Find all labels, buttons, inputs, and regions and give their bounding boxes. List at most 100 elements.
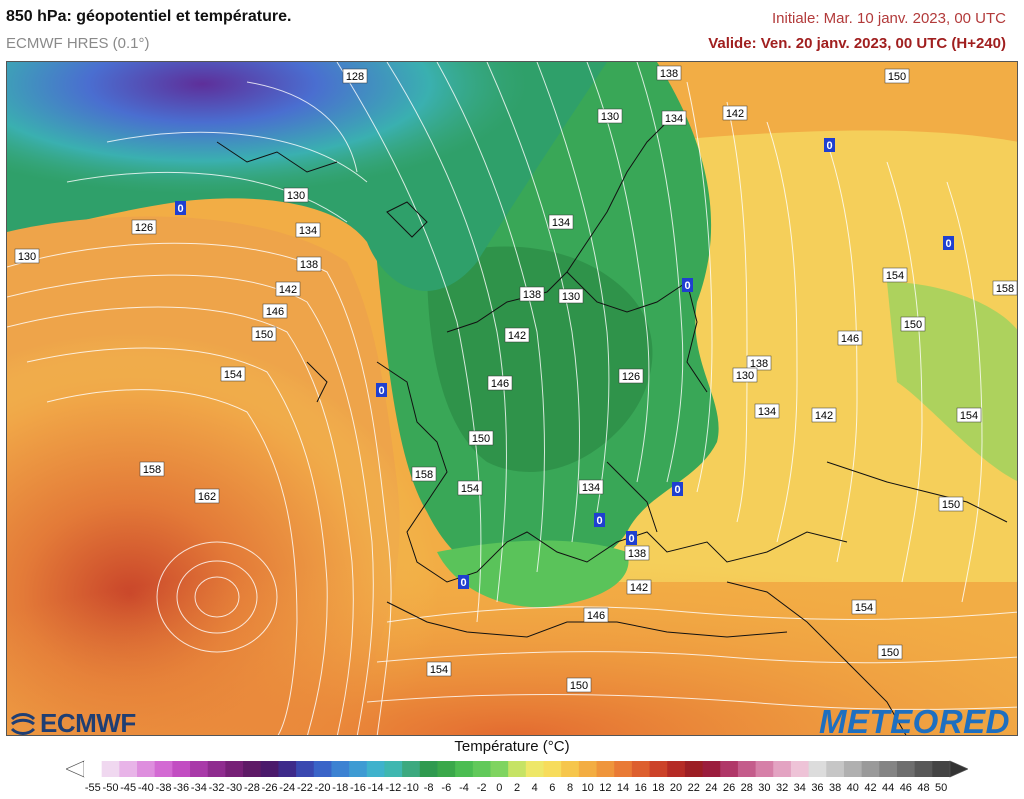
svg-text:138: 138 xyxy=(523,289,541,301)
colorbar-swatch xyxy=(366,761,385,777)
colorbar-tick-label: -34 xyxy=(190,782,207,794)
contour-label: 150 xyxy=(877,644,903,660)
colorbar-tick-label: -6 xyxy=(441,782,452,794)
colorbar-tick-label: -18 xyxy=(332,782,349,794)
freezing-marker: 0 xyxy=(824,138,835,152)
colorbar-swatch xyxy=(702,761,721,777)
svg-text:154: 154 xyxy=(461,483,479,495)
svg-text:154: 154 xyxy=(855,602,873,614)
colorbar-swatch xyxy=(154,761,173,777)
contour-label: 154 xyxy=(882,267,908,283)
colorbar-tick-label: -16 xyxy=(349,782,366,794)
colorbar-swatch xyxy=(472,761,491,777)
temperature-colorbar xyxy=(66,760,968,778)
svg-text:0: 0 xyxy=(628,533,634,545)
colorbar-swatch xyxy=(172,761,191,777)
svg-text:142: 142 xyxy=(279,284,297,296)
colorbar-swatch xyxy=(808,761,827,777)
svg-text:0: 0 xyxy=(596,515,602,527)
ecmwf-logo-icon xyxy=(10,712,36,735)
contour-label: 130 xyxy=(597,108,623,124)
colorbar-swatch xyxy=(296,761,315,777)
colorbar-labels: -55 -50 -45 -40 -38 -36 -34 -32 -30 -28 -26 -24 -22-… xyxy=(66,782,968,798)
contour-labels: 126 130 130 134 138 142 146 150 154 158 … xyxy=(14,65,1017,693)
freezing-marker: 0 xyxy=(672,482,683,496)
colorbar-swatch xyxy=(331,761,350,777)
colorbar-swatch xyxy=(313,761,332,777)
colorbar-swatch xyxy=(896,761,916,777)
colorbar-swatch xyxy=(543,761,562,777)
svg-text:142: 142 xyxy=(508,330,526,342)
svg-text:130: 130 xyxy=(18,251,36,263)
contour-label: 150 xyxy=(468,430,494,446)
colorbar-swatch xyxy=(826,761,845,777)
contour-label: 134 xyxy=(548,214,574,230)
svg-text:0: 0 xyxy=(674,484,680,496)
contour-label: 150 xyxy=(251,326,277,342)
colorbar-tick-label: -38 xyxy=(155,782,172,794)
colorbar-swatch xyxy=(84,761,103,777)
contour-label: 138 xyxy=(656,65,682,81)
colorbar-swatch xyxy=(225,761,244,777)
contour-label: 150 xyxy=(938,496,964,512)
colorbar-tick-label: 12 xyxy=(599,782,612,794)
contour-label: 154 xyxy=(426,661,452,677)
contour-label: 158 xyxy=(139,461,165,477)
colorbar-tick-label: 20 xyxy=(669,782,683,794)
svg-text:150: 150 xyxy=(570,680,588,692)
contour-label: 138 xyxy=(746,355,772,371)
svg-text:158: 158 xyxy=(996,283,1014,295)
colorbar-swatch xyxy=(101,761,120,777)
svg-text:142: 142 xyxy=(726,108,744,120)
svg-text:138: 138 xyxy=(300,259,318,271)
colorbar-tick-label: -28 xyxy=(243,782,260,794)
svg-text:134: 134 xyxy=(665,113,683,125)
contour-label: 158 xyxy=(411,466,437,482)
svg-text:130: 130 xyxy=(601,111,619,123)
colorbar-swatch xyxy=(684,761,704,777)
svg-text:134: 134 xyxy=(552,217,570,229)
svg-text:0: 0 xyxy=(177,203,183,215)
colorbar-swatch xyxy=(243,761,262,777)
colorbar-swatch xyxy=(119,761,138,777)
colorbar-swatch xyxy=(508,761,527,777)
colorbar-title: Température (°C) xyxy=(454,738,570,755)
svg-text:130: 130 xyxy=(287,190,305,202)
colorbar-swatch xyxy=(596,761,615,777)
colorbar-swatch xyxy=(490,761,509,777)
freezing-marker: 0 xyxy=(594,513,605,527)
svg-text:126: 126 xyxy=(135,222,153,234)
colorbar-tick-label: -20 xyxy=(314,782,331,794)
colorbar-swatch xyxy=(914,761,933,777)
weather-map[interactable]: 126 130 130 134 138 142 146 150 154 158 … xyxy=(6,61,1018,736)
colorbar-tick-label: -22 xyxy=(296,782,313,794)
svg-text:128: 128 xyxy=(346,71,364,83)
colorbar-swatch xyxy=(207,761,226,777)
svg-text:146: 146 xyxy=(491,378,509,390)
contour-label: 150 xyxy=(900,316,926,332)
colorbar-tick-label: -40 xyxy=(137,782,154,794)
init-time: Initiale: Mar. 10 janv. 2023, 00 UTC xyxy=(771,10,1006,27)
colorbar-tick-label: 22 xyxy=(687,782,700,794)
colorbar-tick-label: -45 xyxy=(120,782,137,794)
ecmwf-logo-text: ECMWF xyxy=(40,708,136,738)
svg-text:134: 134 xyxy=(299,225,317,237)
colorbar-swatch xyxy=(790,761,810,777)
svg-text:142: 142 xyxy=(630,582,648,594)
svg-text:0: 0 xyxy=(945,238,951,250)
colorbar-tick-label: 2 xyxy=(513,782,521,794)
contour-label: 130 xyxy=(558,288,584,304)
svg-text:138: 138 xyxy=(750,358,768,370)
colorbar-swatch xyxy=(419,761,438,777)
colorbar-tick-label: 16 xyxy=(634,782,647,794)
colorbar-tick-label: 42 xyxy=(864,782,877,794)
colorbar-tick-label: -36 xyxy=(173,782,190,794)
contour-label: 146 xyxy=(583,607,609,623)
colorbar-tick-label: 48 xyxy=(917,782,930,794)
colorbar-tick-label: 46 xyxy=(899,782,912,794)
colorbar-tick-label: -4 xyxy=(459,782,469,794)
colorbar-tick-label: -8 xyxy=(423,782,434,794)
svg-text:154: 154 xyxy=(224,369,242,381)
svg-text:158: 158 xyxy=(143,464,161,476)
contour-label: 146 xyxy=(837,330,863,346)
